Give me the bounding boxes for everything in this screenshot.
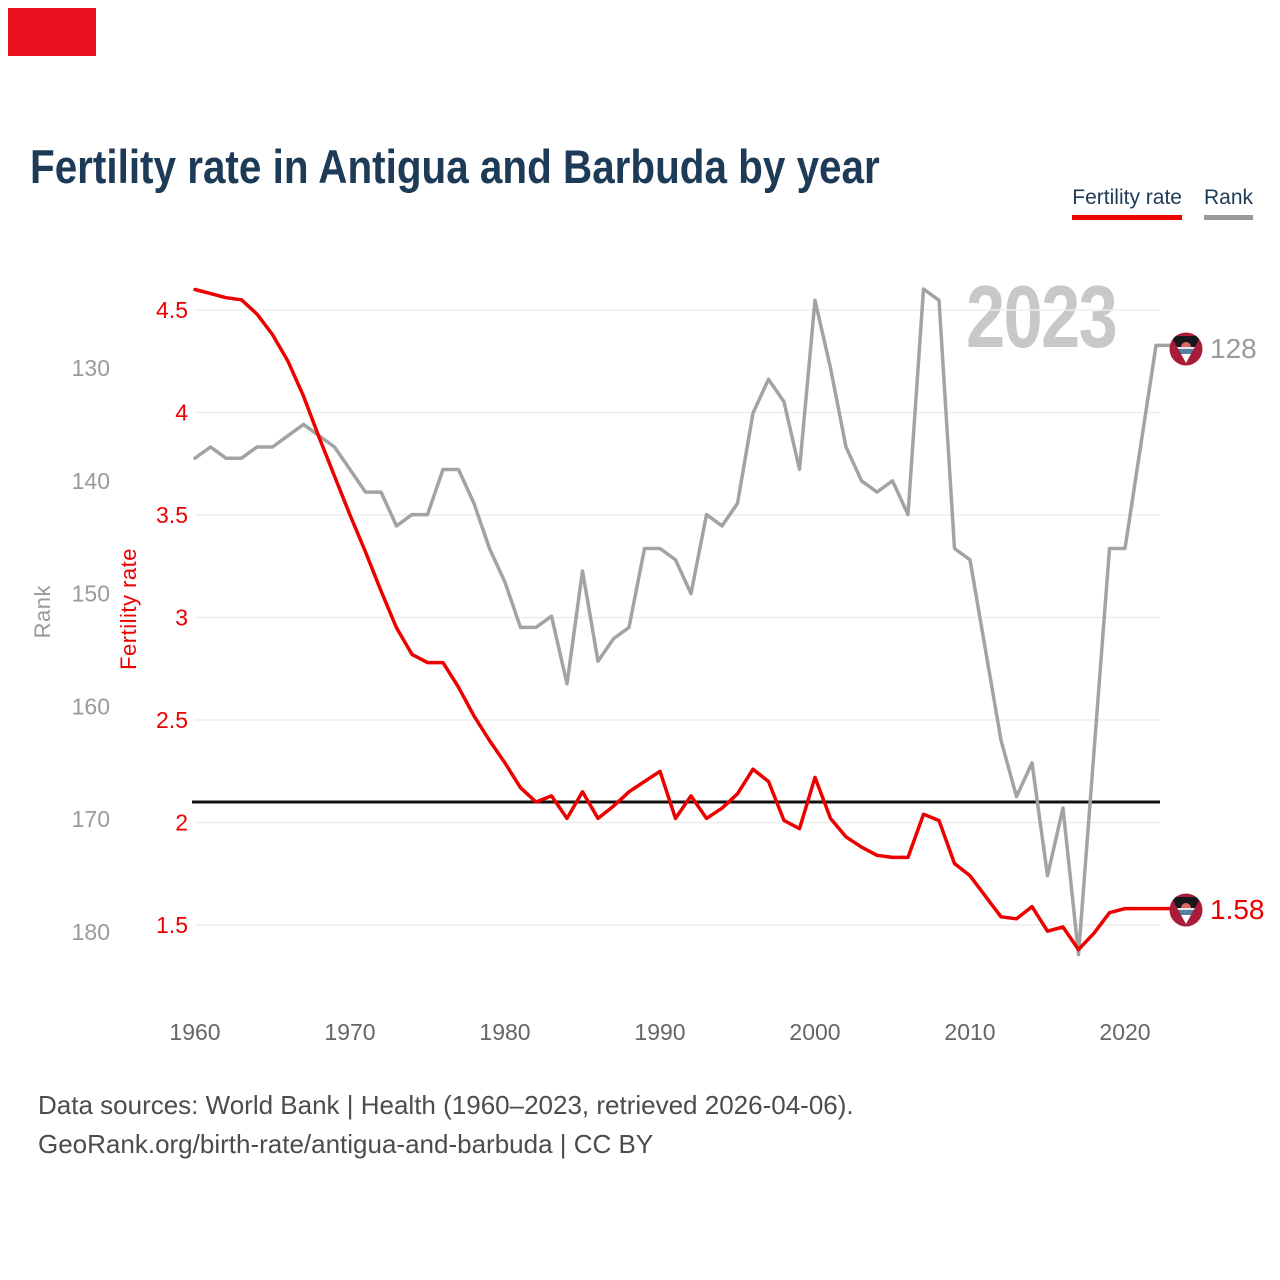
antigua-and-barbuda-flag-icon [1169,332,1203,366]
legend-item-rank[interactable]: Rank [1203,186,1253,220]
year-tick-label: 1990 [634,1019,685,1045]
legend: Fertility rate Rank [1072,186,1253,220]
footer: Data sources: World Bank | Health (1960–… [38,1086,854,1164]
fertility-rate-line [193,287,1174,952]
fertility-endpoint-badge[interactable]: 1.58 [1169,893,1265,927]
fertility-tick-label: 2.5 [156,707,188,733]
fertility-tick-label: 3 [175,605,188,631]
brand-red-rectangle [8,8,96,56]
year-tick-label: 1960 [169,1019,220,1045]
rank-tick-label: 130 [72,355,110,381]
rank-tick-label: 150 [72,581,110,607]
fertility-tick-label: 4.5 [156,297,188,323]
rank-axis-title: Rank [30,585,55,639]
fertility-endpoint-value: 1.58 [1210,894,1265,925]
fertility-tick-label: 3.5 [156,502,188,528]
rank-tick-label: 160 [72,693,110,719]
rank-tick-label: 180 [72,919,110,945]
footer-data-sources: Data sources: World Bank | Health (1960–… [38,1090,854,1120]
rank-endpoint-badge[interactable]: 128 [1169,332,1257,366]
watermark-year: 2023 [966,267,1118,366]
year-tick-label: 1980 [479,1019,530,1045]
antigua-and-barbuda-flag-icon [1169,893,1203,927]
year-tick-label: 2010 [944,1019,995,1045]
year-tick-label: 2000 [789,1019,840,1045]
fertility-tick-label: 2 [175,810,188,836]
legend-label-rank: Rank [1203,186,1253,209]
rank-line [193,287,1174,957]
rank-endpoint-value: 128 [1210,333,1257,364]
year-tick-label: 2020 [1099,1019,1150,1045]
legend-label-fertility-rate: Fertility rate [1072,186,1182,209]
fertility-axis-title: Fertility rate [116,548,141,670]
year-tick-label: 1970 [324,1019,375,1045]
rank-tick-label: 170 [72,806,110,832]
page-title: Fertility rate in Antigua and Barbuda by… [30,140,880,194]
legend-item-fertility-rate[interactable]: Fertility rate [1072,186,1182,220]
fertility-tick-label: 4 [175,400,188,426]
fertility-tick-label: 1.5 [156,912,188,938]
rank-tick-label: 140 [72,468,110,494]
footer-attribution: GeoRank.org/birth-rate/antigua-and-barbu… [38,1129,654,1159]
legend-underline-fertility [1072,215,1182,220]
legend-underline-rank [1203,215,1253,220]
